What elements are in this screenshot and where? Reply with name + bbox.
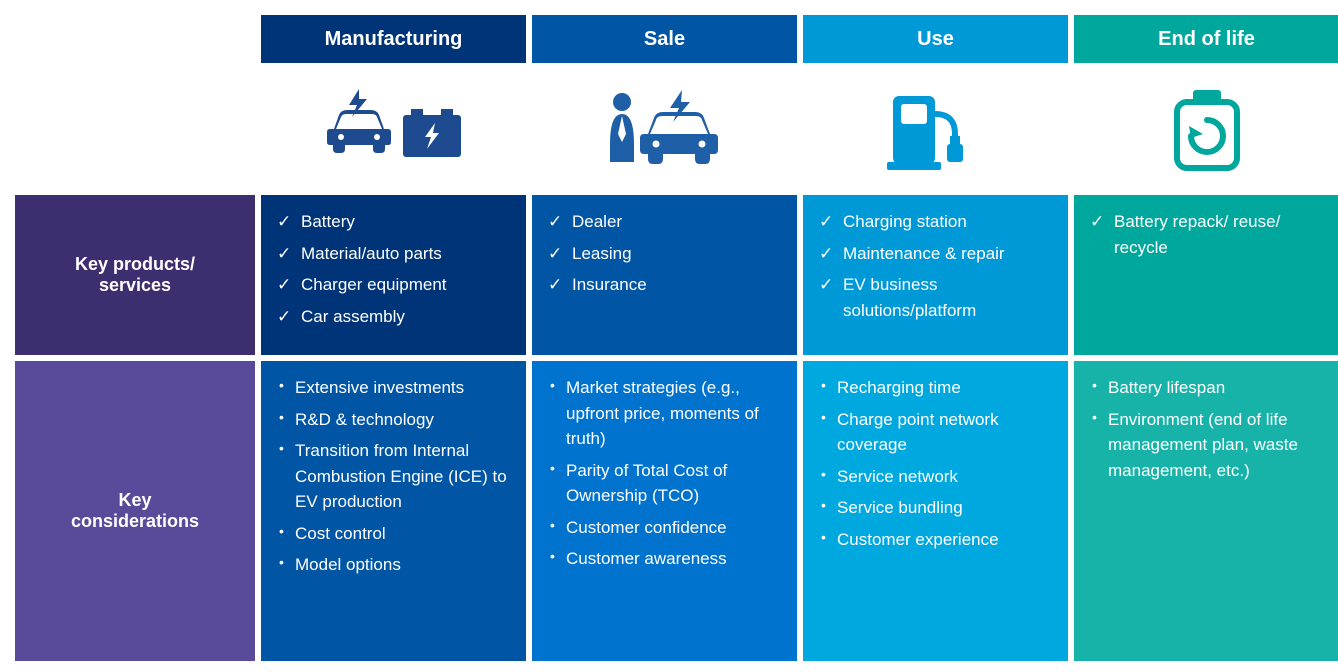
list-item: EV business solutions/platform [819,272,1052,323]
considerations-sale: Market strategies (e.g., upfront price, … [532,361,797,661]
list-item: Material/auto parts [277,241,510,267]
products-manufacturing: Battery Material/auto parts Charger equipm… [261,195,526,355]
icon-sale [532,69,797,189]
list: Battery lifespan Environment (end of life… [1090,375,1323,483]
list-item: Car assembly [277,304,510,330]
list-item: Charger equipment [277,272,510,298]
row-label-considerations: Key considerations [15,361,255,661]
header-eol: End of life [1074,15,1338,63]
list-item: Charging station [819,209,1052,235]
considerations-use: Recharging time Charge point network cove… [803,361,1068,661]
list-item: Insurance [548,272,781,298]
list: Battery repack/ reuse/ recycle [1090,209,1323,260]
header-sale: Sale [532,15,797,63]
list: Market strategies (e.g., upfront price, … [548,375,781,572]
list: Charging station Maintenance & repair EV b… [819,209,1052,323]
list-item: Recharging time [819,375,1052,401]
list: Battery Material/auto parts Charger equipm… [277,209,510,329]
row-label-considerations-text: Key considerations [71,490,199,532]
products-use: Charging station Maintenance & repair EV b… [803,195,1068,355]
list-item: Battery [277,209,510,235]
list-item: R&D & technology [277,407,510,433]
row-label-products-text: Key products/ services [75,254,195,296]
list-item: Parity of Total Cost of Ownership (TCO) [548,458,781,509]
icon-use [803,69,1068,189]
list-item: Maintenance & repair [819,241,1052,267]
list-item: Service network [819,464,1052,490]
list-item: Customer awareness [548,546,781,572]
products-sale: Dealer Leasing Insurance [532,195,797,355]
list-item: Charge point network coverage [819,407,1052,458]
list-item: Battery repack/ reuse/ recycle [1090,209,1323,260]
list-item: Dealer [548,209,781,235]
header-use: Use [803,15,1068,63]
row-label-products: Key products/ services [15,195,255,355]
list-item: Customer experience [819,527,1052,553]
list: Recharging time Charge point network cove… [819,375,1052,552]
products-eol: Battery repack/ reuse/ recycle [1074,195,1338,355]
list-item: Service bundling [819,495,1052,521]
list: Extensive investments R&D & technology Tra… [277,375,510,578]
icon-row-empty [15,69,255,189]
list: Dealer Leasing Insurance [548,209,781,298]
list-item: Environment (end of life management plan… [1090,407,1323,484]
ev-lifecycle-grid: Manufacturing Sale Use End of life [15,15,1323,661]
list-item: Leasing [548,241,781,267]
header-manufacturing: Manufacturing [261,15,526,63]
list-item: Market strategies (e.g., upfront price, … [548,375,781,452]
list-item: Extensive investments [277,375,510,401]
list-item: Customer confidence [548,515,781,541]
list-item: Cost control [277,521,510,547]
list-item: Battery lifespan [1090,375,1323,401]
list-item: Model options [277,552,510,578]
icon-eol [1074,69,1338,189]
icon-manufacturing [261,69,526,189]
list-item: Transition from Internal Combustion Engi… [277,438,510,515]
considerations-manufacturing: Extensive investments R&D & technology Tra… [261,361,526,661]
considerations-eol: Battery lifespan Environment (end of life… [1074,361,1338,661]
corner-empty [15,15,255,63]
